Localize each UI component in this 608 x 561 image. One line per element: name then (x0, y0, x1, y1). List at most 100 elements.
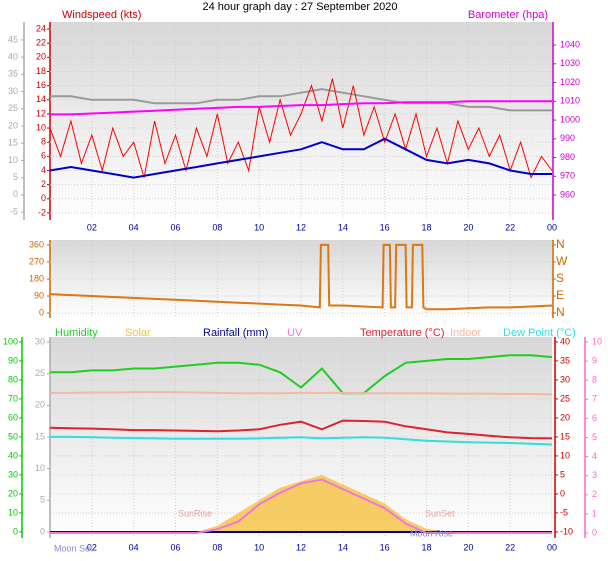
y4-tick-label: 3 (592, 470, 597, 480)
x-tick-label: 10 (254, 222, 264, 232)
y-tick-label: 8 (41, 137, 46, 147)
y3-tick-label: 15 (8, 138, 18, 148)
x-tick-label: 06 (170, 542, 180, 552)
y3-tick-label: 25 (8, 103, 18, 113)
chart-title: 24 hour graph day : 27 September 2020 (202, 1, 397, 13)
x-tick-label: 16 (380, 542, 390, 552)
legend-entry: Rainfall (mm) (203, 327, 268, 339)
y-tick-label: 180 (29, 273, 44, 283)
line (50, 435, 553, 446)
y2-tick-label: 960 (560, 189, 575, 199)
line (50, 88, 552, 112)
y-tick-label: 16 (36, 80, 46, 90)
y2-tick-label: 1040 (560, 39, 580, 49)
x-tick-label: 00 (547, 222, 557, 232)
y-tick-label: 10 (8, 507, 18, 517)
y-tick-label: 30 (8, 469, 18, 479)
y4-tick-label: 8 (592, 375, 597, 385)
y-tick-label: 70 (8, 393, 18, 403)
annotation: SunSet (425, 508, 455, 518)
y-tick-label: 270 (29, 256, 44, 266)
y2-axis-label: Barometer (hpa) (468, 9, 548, 21)
x-tick-label: 02 (87, 542, 97, 552)
y2-tick-label: 20 (560, 412, 570, 422)
y2-tick-label: 15 (560, 431, 570, 441)
line (50, 100, 552, 116)
y-tick-label: 20 (8, 488, 18, 498)
y4-tick-label: 2 (592, 489, 597, 499)
line (49, 137, 552, 179)
line (50, 391, 553, 396)
y-tick-label: 2 (41, 179, 46, 189)
area (50, 475, 552, 532)
y-tick-label: 22 (36, 38, 46, 48)
x-tick-label: 08 (212, 542, 222, 552)
x-tick-label: 14 (338, 542, 348, 552)
line (50, 354, 553, 395)
legend-entry: Indoor (450, 327, 482, 339)
y-tick-label: 90 (34, 290, 44, 300)
y-tick-label: 60 (8, 412, 18, 422)
y4-tick-label: 1 (592, 508, 597, 518)
y-tick-label: 20 (36, 52, 46, 62)
y-tick-label: 80 (8, 374, 18, 384)
y-tick-label: 50 (8, 431, 18, 441)
y3-tick-label: 35 (8, 69, 18, 79)
y4-tick-label: 9 (592, 355, 597, 365)
y4-tick-label: 5 (592, 432, 597, 442)
x-tick-label: 14 (338, 222, 348, 232)
y3-tick-label: 10 (35, 463, 45, 473)
y2-tick-label: 30 (560, 374, 570, 384)
y4-tick-label: 4 (592, 451, 597, 461)
y2-tick-label: 25 (560, 393, 570, 403)
x-tick-label: 02 (87, 222, 97, 232)
y3-tick-label: -5 (10, 206, 18, 216)
y2-tick-label: 990 (560, 133, 575, 143)
y2-tick-label: 1030 (560, 58, 580, 68)
x-tick-label: 10 (254, 542, 264, 552)
y2-tick-label: 35 (560, 355, 570, 365)
y3-tick-label: 5 (40, 495, 45, 505)
y2-tick-label: 40 (560, 336, 570, 346)
y-tick-label: 0 (39, 307, 44, 317)
x-tick-label: 06 (170, 222, 180, 232)
y3-tick-label: 30 (8, 86, 18, 96)
x-tick-label: 12 (296, 222, 306, 232)
x-tick-label: 04 (129, 542, 139, 552)
y3-tick-label: 0 (40, 526, 45, 536)
legend-entry: Temperature (°C) (360, 327, 444, 339)
x-tick-label: 04 (129, 222, 139, 232)
y4-tick-label: 6 (592, 413, 597, 423)
y-tick-label: 0 (13, 526, 18, 536)
y4-tick-label: 7 (592, 394, 597, 404)
y-tick-label: 10 (36, 122, 46, 132)
y-axis-label: Windspeed (kts) (62, 9, 141, 21)
x-tick-label: 00 (547, 542, 557, 552)
y-tick-label: 14 (36, 94, 46, 104)
x-tick-label: 12 (296, 542, 306, 552)
y-tick-label: 360 (29, 239, 44, 249)
y-tick-label: 24 (36, 23, 46, 33)
y2-tick-label: E (556, 288, 564, 302)
legend-entry: Solar (125, 327, 151, 339)
y-tick-label: 4 (41, 165, 46, 175)
y2-tick-label: 970 (560, 171, 575, 181)
x-tick-label: 18 (421, 542, 431, 552)
annotation: Moon Rise (410, 528, 453, 538)
y-tick-label: 12 (36, 108, 46, 118)
y2-tick-label: 1000 (560, 114, 580, 124)
x-tick-label: 08 (212, 222, 222, 232)
y3-tick-label: 20 (35, 400, 45, 410)
line (49, 78, 553, 179)
x-tick-label: 20 (463, 542, 473, 552)
y2-tick-label: 1020 (560, 77, 580, 87)
y-tick-label: -2 (38, 207, 46, 217)
y3-tick-label: 0 (13, 189, 18, 199)
line (50, 478, 552, 534)
legend-entry: UV (287, 327, 303, 339)
y2-tick-label: 0 (560, 488, 565, 498)
y3-tick-label: 45 (8, 34, 18, 44)
y2-tick-label: N (556, 237, 565, 251)
y3-tick-label: 5 (13, 172, 18, 182)
